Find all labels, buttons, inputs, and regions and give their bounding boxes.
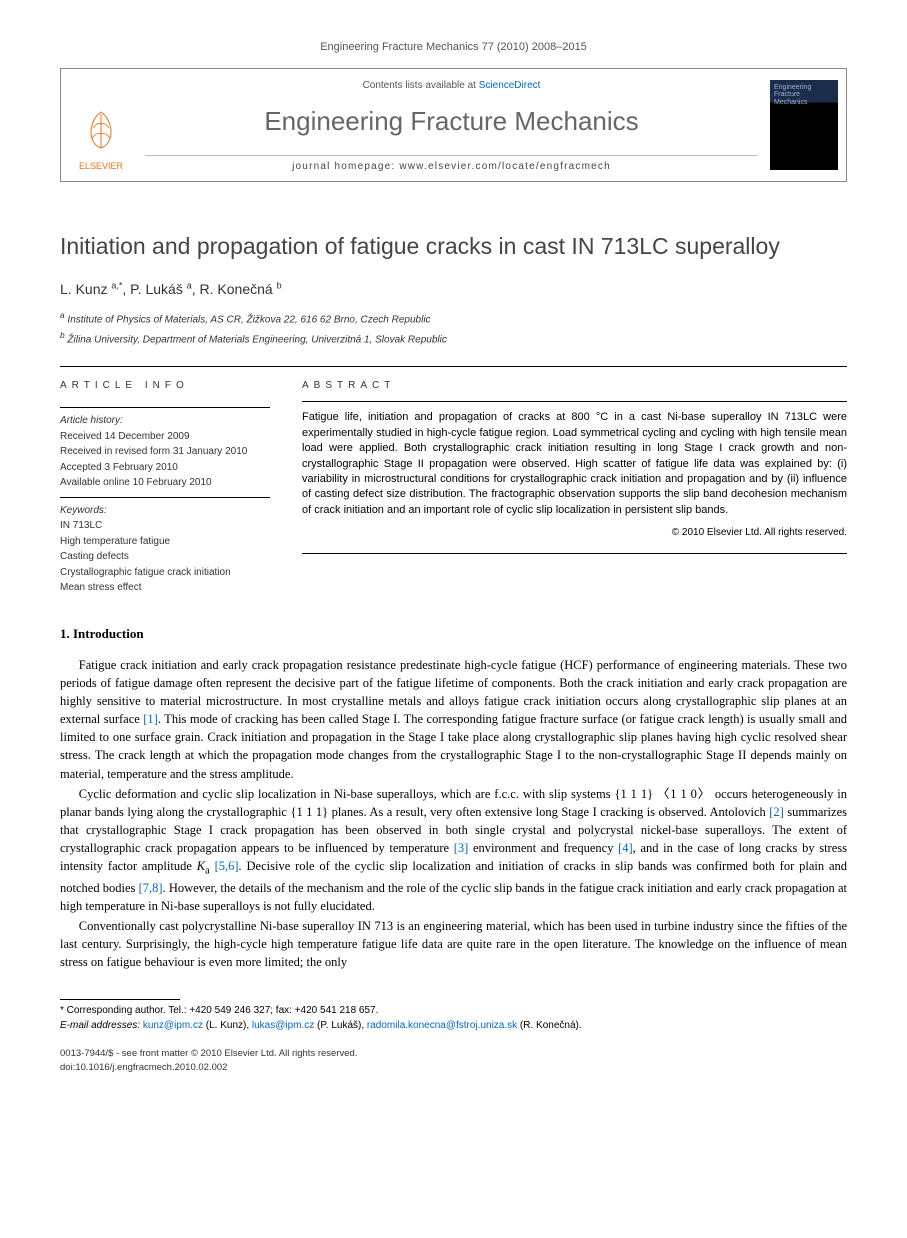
contents-prefix: Contents lists available at bbox=[363, 80, 479, 91]
abstract-body: Fatigue life, initiation and propagation… bbox=[302, 401, 847, 518]
abstract-bottom-rule bbox=[302, 553, 847, 554]
keyword: High temperature fatigue bbox=[60, 535, 270, 550]
contents-available-line: Contents lists available at ScienceDirec… bbox=[145, 79, 758, 94]
keyword: IN 713LC bbox=[60, 519, 270, 534]
article-info-heading: ARTICLE INFO bbox=[60, 367, 270, 402]
body-paragraph: Cyclic deformation and cyclic slip local… bbox=[60, 785, 847, 915]
reference-link[interactable]: [2] bbox=[769, 805, 784, 819]
email-link[interactable]: kunz@ipm.cz bbox=[143, 1020, 203, 1031]
paper-title: Initiation and propagation of fatigue cr… bbox=[60, 230, 847, 263]
keyword: Mean stress effect bbox=[60, 581, 270, 596]
cover-thumb-title: Engineering Fracture Mechanics bbox=[774, 84, 834, 107]
body-paragraph: Fatigue crack initiation and early crack… bbox=[60, 656, 847, 783]
issn-line: 0013-7944/$ - see front matter © 2010 El… bbox=[60, 1047, 847, 1061]
page-citation: Engineering Fracture Mechanics 77 (2010)… bbox=[60, 40, 847, 56]
history-line: Accepted 3 February 2010 bbox=[60, 461, 270, 476]
reference-link[interactable]: [1] bbox=[143, 712, 158, 726]
elsevier-logo: ELSEVIER bbox=[77, 106, 125, 173]
history-line: Available online 10 February 2010 bbox=[60, 476, 270, 491]
cover-thumbnail-area: Engineering Fracture Mechanics bbox=[762, 69, 846, 181]
article-info-column: ARTICLE INFO Article history: Received 1… bbox=[60, 367, 270, 597]
reference-link[interactable]: [5,6] bbox=[215, 859, 239, 873]
footnote-rule bbox=[60, 999, 180, 1000]
reference-link[interactable]: [7,8] bbox=[139, 881, 163, 895]
article-history-label: Article history: bbox=[60, 407, 270, 429]
keyword: Crystallographic fatigue crack initiatio… bbox=[60, 566, 270, 581]
affiliation-list: a Institute of Physics of Materials, AS … bbox=[60, 309, 847, 348]
section-heading-introduction: 1. Introduction bbox=[60, 625, 847, 644]
reference-link[interactable]: [3] bbox=[454, 841, 469, 855]
masthead-center: Contents lists available at ScienceDirec… bbox=[141, 69, 762, 181]
footnotes: * Corresponding author. Tel.: +420 549 2… bbox=[60, 1004, 847, 1033]
journal-title: Engineering Fracture Mechanics bbox=[145, 103, 758, 141]
affiliation: a Institute of Physics of Materials, AS … bbox=[60, 309, 847, 328]
abstract-column: ABSTRACT Fatigue life, initiation and pr… bbox=[302, 367, 847, 597]
body-paragraph: Conventionally cast polycrystalline Ni-b… bbox=[60, 917, 847, 971]
elsevier-tree-icon bbox=[77, 106, 125, 154]
bottom-meta: 0013-7944/$ - see front matter © 2010 El… bbox=[60, 1047, 847, 1075]
history-line: Received in revised form 31 January 2010 bbox=[60, 445, 270, 460]
journal-masthead: ELSEVIER Contents lists available at Sci… bbox=[60, 68, 847, 182]
corresponding-author-note: * Corresponding author. Tel.: +420 549 2… bbox=[60, 1004, 847, 1019]
keyword: Casting defects bbox=[60, 550, 270, 565]
email-link[interactable]: lukas@ipm.cz bbox=[252, 1020, 314, 1031]
sciencedirect-link[interactable]: ScienceDirect bbox=[479, 80, 541, 91]
author-list: L. Kunz a,*, P. Lukáš a, R. Konečná b bbox=[60, 279, 847, 299]
email-link[interactable]: radomila.konecna@fstroj.uniza.sk bbox=[367, 1020, 517, 1031]
history-line: Received 14 December 2009 bbox=[60, 430, 270, 445]
info-abstract-block: ARTICLE INFO Article history: Received 1… bbox=[60, 366, 847, 597]
journal-homepage: journal homepage: www.elsevier.com/locat… bbox=[145, 155, 758, 175]
abstract-copyright: © 2010 Elsevier Ltd. All rights reserved… bbox=[302, 526, 847, 541]
affiliation: b Žilina University, Department of Mater… bbox=[60, 329, 847, 348]
journal-cover-thumbnail: Engineering Fracture Mechanics bbox=[770, 80, 838, 170]
publisher-name: ELSEVIER bbox=[77, 160, 125, 173]
keywords-label: Keywords: bbox=[60, 497, 270, 519]
email-addresses-line: E-mail addresses: kunz@ipm.cz (L. Kunz),… bbox=[60, 1019, 847, 1034]
abstract-heading: ABSTRACT bbox=[302, 367, 847, 402]
reference-link[interactable]: [4] bbox=[618, 841, 633, 855]
publisher-logo-area: ELSEVIER bbox=[61, 69, 141, 181]
doi-line: doi:10.1016/j.engfracmech.2010.02.002 bbox=[60, 1061, 847, 1075]
